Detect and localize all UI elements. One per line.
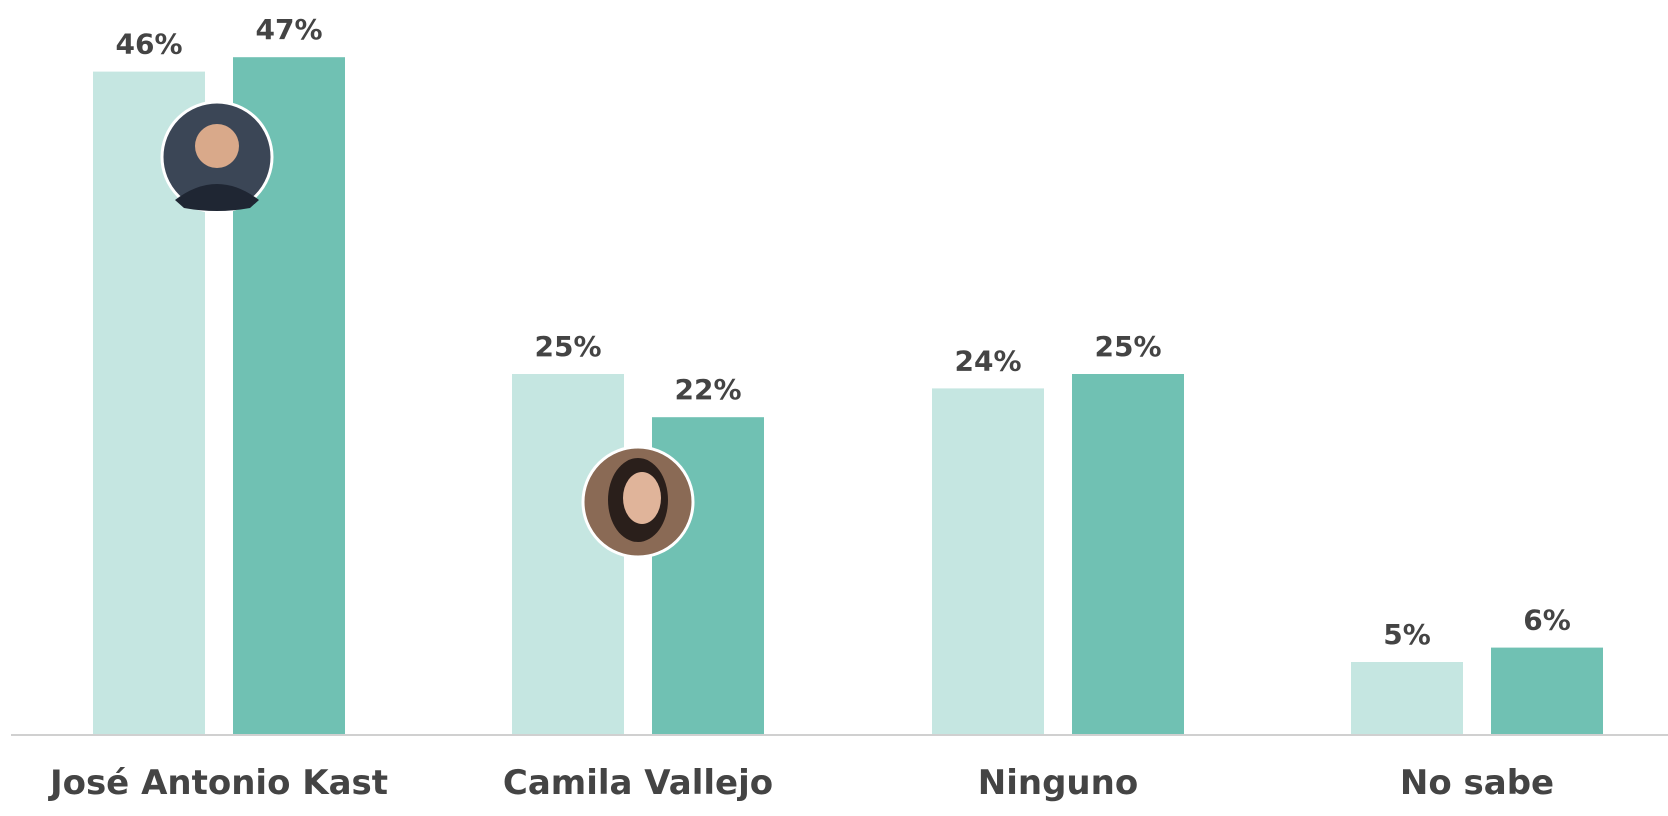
photo-face	[195, 124, 239, 168]
value-label: 22%	[674, 373, 741, 406]
bar	[1351, 662, 1463, 734]
photo-vallejo	[583, 447, 693, 557]
category-label: Camila Vallejo	[503, 763, 773, 803]
value-label: 25%	[534, 330, 601, 363]
value-label: 24%	[954, 344, 1021, 377]
value-label: 5%	[1383, 618, 1431, 651]
value-label: 6%	[1523, 604, 1571, 637]
category-label: José Antonio Kast	[48, 763, 388, 803]
chart: José Antonio Kast 46% 47% Camila Vallejo 25%…	[0, 0, 1668, 816]
bar	[1072, 374, 1184, 734]
value-label: 25%	[1094, 330, 1161, 363]
bar	[932, 388, 1044, 734]
value-label: 47%	[255, 13, 322, 46]
bar	[1491, 648, 1603, 734]
category-label: Ninguno	[978, 763, 1138, 803]
bars	[93, 57, 1603, 734]
photo-kast	[162, 102, 272, 212]
value-label: 46%	[115, 28, 182, 61]
category-label: No sabe	[1400, 763, 1554, 803]
page: {"chart_data": {"type": "bar", "categori…	[0, 0, 1668, 816]
photo-face	[623, 472, 661, 524]
bar	[512, 374, 624, 734]
